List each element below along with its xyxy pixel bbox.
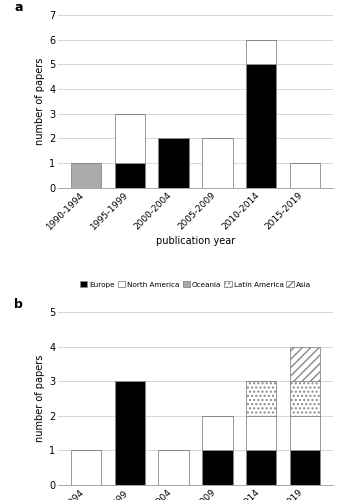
Bar: [246, 64, 276, 188]
Bar: [71, 163, 102, 188]
Bar: [289, 382, 320, 416]
Bar: [202, 450, 233, 485]
Text: a: a: [14, 1, 23, 14]
Bar: [158, 138, 189, 188]
Bar: [202, 416, 233, 450]
Bar: [246, 450, 276, 485]
Bar: [71, 450, 102, 485]
Bar: [289, 163, 320, 188]
Bar: [289, 347, 320, 382]
Text: b: b: [14, 298, 23, 312]
Bar: [158, 450, 189, 485]
Bar: [115, 163, 145, 188]
Bar: [289, 416, 320, 450]
Bar: [246, 40, 276, 64]
Bar: [115, 382, 145, 485]
Bar: [202, 138, 233, 188]
Y-axis label: number of papers: number of papers: [35, 355, 45, 442]
X-axis label: publication year: publication year: [156, 236, 235, 246]
Y-axis label: number of papers: number of papers: [35, 58, 45, 145]
Bar: [246, 416, 276, 450]
Bar: [289, 450, 320, 485]
Bar: [115, 114, 145, 163]
Legend: Europe, North America, Oceania, Latin America, Asia: Europe, North America, Oceania, Latin Am…: [80, 282, 311, 288]
Bar: [246, 382, 276, 416]
